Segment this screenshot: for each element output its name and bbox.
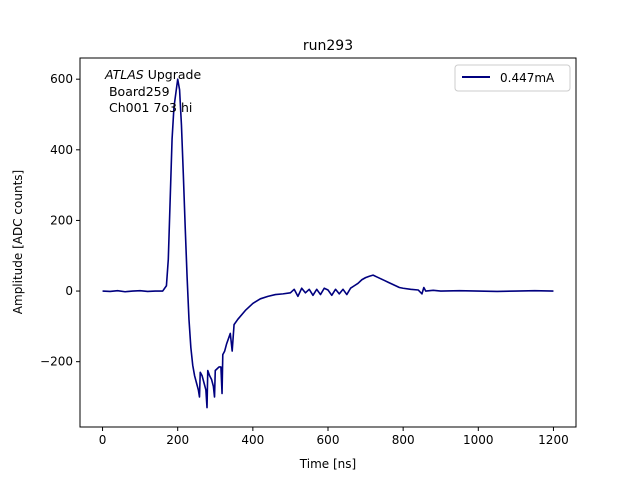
y-tick-label: 0: [65, 284, 73, 298]
y-tick-label: 600: [50, 72, 73, 86]
annotation-line-2: Board259: [105, 84, 170, 99]
y-axis-label: Amplitude [ADC counts]: [11, 170, 25, 314]
x-tick-label: 400: [241, 433, 264, 447]
legend-label: 0.447mA: [500, 71, 555, 85]
legend: 0.447mA: [454, 64, 571, 92]
chart-title: run293: [303, 38, 353, 54]
x-tick-label: 0: [99, 433, 107, 447]
annotation-line-3: Ch001 7o3 hi: [105, 100, 192, 115]
x-tick-label: 600: [317, 433, 340, 447]
plot-area: [102, 78, 554, 409]
legend-box: [454, 64, 571, 92]
y-gridline-layer: 0 200 400 600 800 1000 1200 −200 0 200 400 600: [40, 72, 569, 447]
plot-frame: [79, 57, 577, 428]
x-tick-label: 1200: [538, 433, 569, 447]
x-tick-label: 800: [392, 433, 415, 447]
y-tick-label: 200: [50, 213, 73, 227]
series-line: [102, 78, 554, 409]
y-tick-label: −200: [40, 355, 73, 369]
y-tick-label: 400: [50, 143, 73, 157]
x-tick-label: 1000: [463, 433, 494, 447]
annotation-block: ATLAS Upgrade Board259 Ch001 7o3 hi: [104, 67, 201, 115]
annotation-line-1: ATLAS Upgrade: [104, 67, 201, 82]
x-axis-label: Time [ns]: [299, 457, 356, 471]
x-tick-label: 200: [166, 433, 189, 447]
annotation-upgrade: Upgrade: [144, 67, 202, 82]
annotation-italic-atlas: ATLAS: [104, 67, 144, 82]
